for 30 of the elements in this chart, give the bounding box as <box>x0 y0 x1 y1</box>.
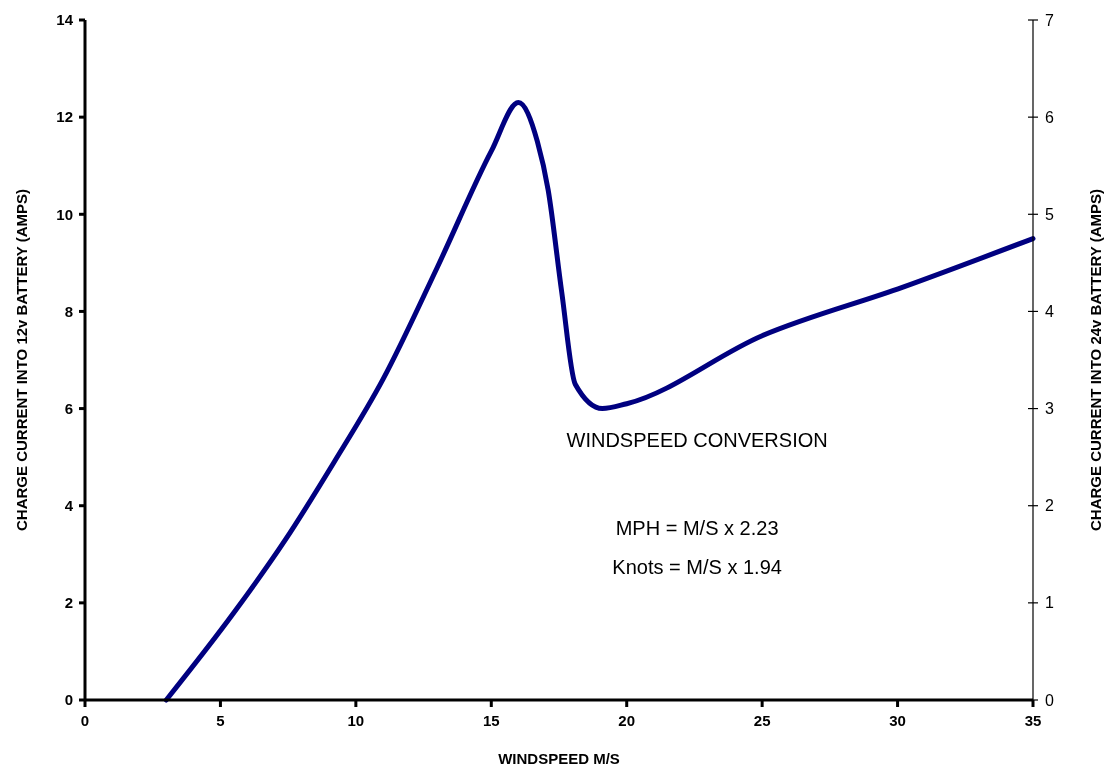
annotation: Knots = M/S x 1.94 <box>612 555 782 578</box>
x-tick-label: 15 <box>482 712 500 729</box>
y2-tick-label: 0 <box>1045 691 1054 709</box>
annotation: MPH = M/S x 2.23 <box>615 516 779 539</box>
y2-tick-label: 2 <box>1045 497 1054 515</box>
y2-tick-label: 5 <box>1045 205 1054 223</box>
x-axis-title: WINDSPEED M/S <box>498 750 620 767</box>
y2-tick-label: 1 <box>1045 594 1054 612</box>
y-tick-label: 10 <box>56 205 73 223</box>
y-tick-label: 14 <box>56 11 74 29</box>
y-tick-label: 2 <box>64 594 73 612</box>
y-tick-label: 0 <box>64 691 73 709</box>
y2-tick-label: 6 <box>1045 108 1054 126</box>
x-tick-label: 20 <box>618 712 636 729</box>
x-tick-label: 25 <box>753 712 771 729</box>
y2-tick-label: 3 <box>1045 400 1054 418</box>
y2-tick-label: 4 <box>1045 303 1054 321</box>
y-tick-label: 4 <box>64 496 74 514</box>
x-tick-label: 35 <box>1024 712 1042 729</box>
annotation: WINDSPEED CONVERSION <box>566 429 828 452</box>
y-tick-label: 6 <box>64 399 73 417</box>
y2-axis-title: CHARGE CURRENT INTO 24v BATTERY (AMPS) <box>1087 189 1105 531</box>
y-tick-label: 12 <box>56 108 73 126</box>
y-axis-title: CHARGE CURRENT INTO 12v BATTERY (AMPS) <box>13 189 31 531</box>
x-tick-label: 30 <box>889 712 906 729</box>
y-tick-label: 8 <box>64 302 73 320</box>
y2-tick-label: 7 <box>1045 11 1054 29</box>
x-tick-label: 5 <box>216 712 225 729</box>
x-tick-label: 10 <box>347 712 365 729</box>
x-tick-label: 0 <box>80 712 90 729</box>
